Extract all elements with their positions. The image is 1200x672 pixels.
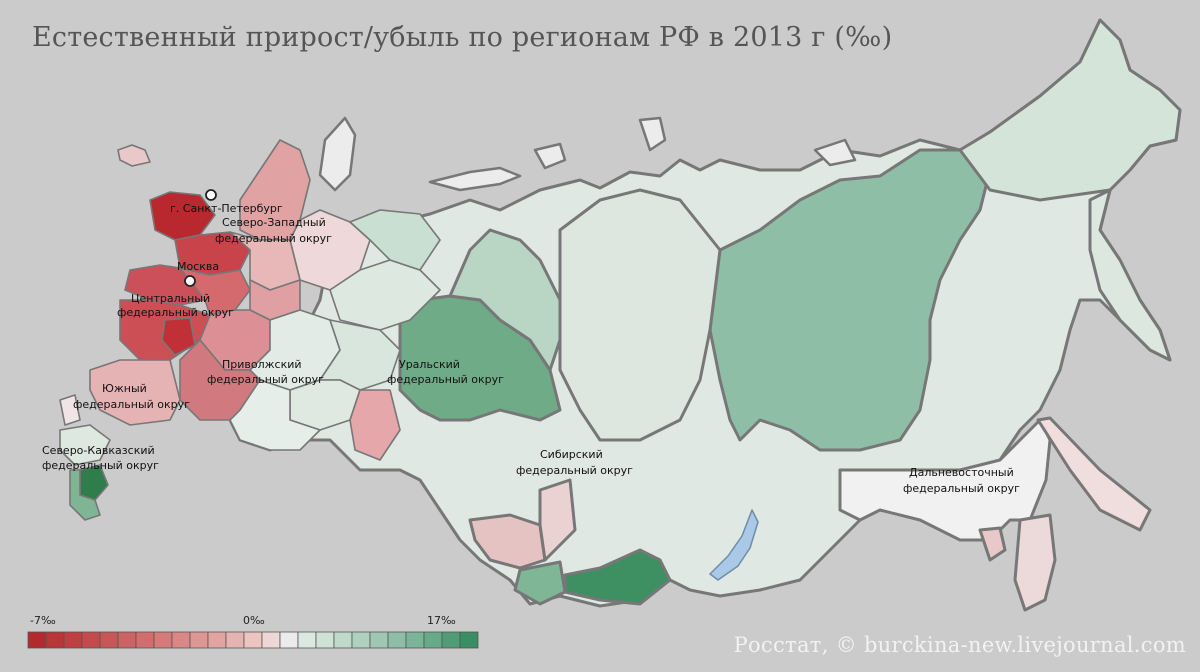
- legend-swatch: [153, 631, 173, 649]
- legend-swatch: [243, 631, 263, 649]
- region-yakutia[interactable]: [708, 148, 992, 452]
- region-krasnoyarsk[interactable]: [558, 188, 722, 442]
- legend-swatch: [171, 631, 191, 649]
- legend-swatch: [63, 631, 83, 649]
- district-label-s-2: федеральный округ: [73, 398, 190, 411]
- region-rostov-krasnodar[interactable]: [89, 359, 181, 426]
- legend-swatch: [225, 631, 245, 649]
- region-orenburg[interactable]: [349, 389, 401, 461]
- district-label-v-1: Приволжский: [222, 358, 302, 371]
- legend-swatch: [315, 631, 335, 649]
- russia-landmass: [228, 18, 1182, 612]
- spb-marker[interactable]: [205, 189, 217, 201]
- island-new-siberian: [533, 142, 567, 170]
- district-label-nw-2: федеральный округ: [215, 232, 332, 245]
- legend-swatch: [441, 631, 461, 649]
- legend-swatch: [333, 631, 353, 649]
- region-karelia-murmansk[interactable]: [239, 139, 311, 241]
- region-nenets[interactable]: [349, 209, 441, 271]
- legend-swatch: [369, 631, 389, 649]
- legend-max-label: 17‰: [427, 614, 456, 627]
- region-crimea-left[interactable]: [59, 394, 81, 426]
- region-jewish-ao[interactable]: [978, 526, 1007, 562]
- district-label-fe-2: федеральный округ: [903, 482, 1020, 495]
- color-legend: -7‰ 0‰ 17‰: [27, 614, 479, 649]
- legend-swatch: [297, 631, 317, 649]
- region-samara-saratov[interactable]: [229, 379, 321, 451]
- moscow-marker[interactable]: [184, 275, 196, 287]
- legend-swatch: [45, 631, 65, 649]
- legend-swatch: [27, 631, 47, 649]
- district-label-fe-1: Дальневосточный: [909, 466, 1014, 479]
- district-label-u-1: Уральский: [399, 358, 460, 371]
- district-label-c-1: Центральный: [131, 292, 210, 305]
- region-primorye[interactable]: [1013, 513, 1057, 612]
- legend-swatch: [423, 631, 443, 649]
- legend-min-label: -7‰: [30, 614, 56, 627]
- legend-zero-label: 0‰: [243, 614, 265, 627]
- legend-swatch: [189, 631, 209, 649]
- source-credit: Росстат, © burckina-new.livejournal.com: [733, 633, 1186, 657]
- lake-baikal: [709, 509, 759, 581]
- legend-swatch: [387, 631, 407, 649]
- region-leningrad[interactable]: [149, 191, 216, 241]
- region-novosibirsk[interactable]: [538, 478, 577, 562]
- region-tyva[interactable]: [563, 548, 672, 606]
- region-chukotka[interactable]: [958, 18, 1182, 202]
- legend-swatch: [99, 631, 119, 649]
- legend-swatch: [117, 631, 137, 649]
- legend-swatch: [261, 631, 281, 649]
- region-sakhalin[interactable]: [1036, 416, 1152, 532]
- region-altai[interactable]: [513, 560, 567, 606]
- legend-swatch: [405, 631, 425, 649]
- region-kamchatka[interactable]: [1088, 188, 1172, 362]
- region-moscow[interactable]: [179, 267, 251, 316]
- district-label-s-1: Южный: [102, 382, 147, 395]
- district-label-c-2: федеральный округ: [117, 306, 234, 319]
- legend-swatch: [279, 631, 299, 649]
- region-stavropol[interactable]: [59, 424, 111, 466]
- district-label-sib-2: федеральный округ: [516, 464, 633, 477]
- district-label-v-2: федеральный округ: [207, 373, 324, 386]
- city-markers: г. Санкт-Петербург Москва: [170, 189, 283, 287]
- legend-swatch: [351, 631, 371, 649]
- legend-steps: [27, 631, 479, 649]
- region-south-main[interactable]: [179, 339, 261, 421]
- legend-swatch: [459, 631, 479, 649]
- district-labels: Северо-Западный федеральный округ Центра…: [42, 216, 1020, 495]
- district-label-nc-1: Северо-Кавказский: [42, 444, 155, 457]
- region-north-caucasus-west[interactable]: [69, 469, 101, 521]
- district-label-u-2: федеральный округ: [387, 373, 504, 386]
- island-north-1: [318, 116, 357, 192]
- island-severnaya: [813, 138, 857, 167]
- district-label-nw-1: Северо-Западный: [222, 216, 326, 229]
- region-kaliningrad[interactable]: [117, 144, 151, 167]
- district-label-sib-1: Сибирский: [540, 448, 603, 461]
- legend-swatch: [207, 631, 227, 649]
- region-komi[interactable]: [329, 259, 441, 331]
- city-label-spb: г. Санкт-Петербург: [170, 202, 283, 215]
- arctic-islands: [318, 116, 857, 192]
- district-label-nc-2: федеральный округ: [42, 459, 159, 472]
- european-russia: [59, 139, 441, 521]
- island-novaya-zemlya: [428, 166, 522, 192]
- city-label-moscow: Москва: [177, 260, 219, 273]
- region-tula-ryazan[interactable]: [161, 317, 196, 356]
- legend-swatch: [135, 631, 155, 649]
- region-kemerovo[interactable]: [468, 513, 547, 570]
- island-franz-josef: [638, 116, 667, 152]
- map-title: Естественный прирост/убыль по регионам Р…: [32, 22, 893, 53]
- legend-swatch: [81, 631, 101, 649]
